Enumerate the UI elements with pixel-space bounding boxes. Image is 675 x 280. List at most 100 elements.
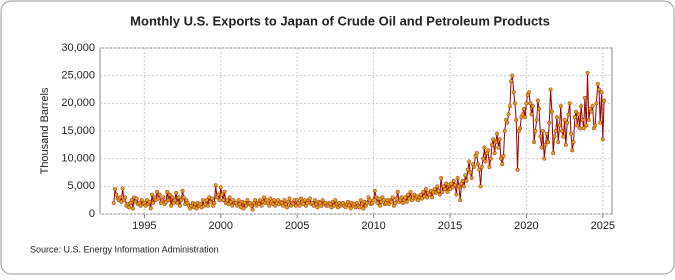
data-point [479,164,484,169]
data-point [514,117,519,122]
data-point [216,192,221,197]
data-point [156,196,161,201]
data-point [490,142,495,147]
data-point [361,206,366,211]
data-point [565,120,570,125]
data-point [599,90,604,95]
x-tick-label: 2000 [208,220,232,232]
data-point [460,178,465,183]
data-point [475,162,480,167]
data-point [440,189,445,194]
data-point [282,198,287,203]
data-point [474,151,479,156]
data-point [226,202,231,207]
data-point [346,199,351,204]
data-point [408,189,413,194]
data-point [467,159,472,164]
data-point [403,195,408,200]
y-axis-label: Thousand Barrels [39,87,51,174]
data-point [272,198,277,203]
data-point [433,190,438,195]
y-tick-label: 25,000 [61,70,95,82]
data-point [482,145,487,150]
data-point [445,189,450,194]
data-point [375,200,380,205]
data-point [181,195,186,200]
data-point [590,104,595,109]
data-point [371,198,376,203]
data-point [593,123,598,128]
data-point [549,109,554,114]
data-point [174,190,179,195]
data-point [217,198,222,203]
data-point [420,196,425,201]
data-point [372,188,377,193]
data-point [517,126,522,131]
data-point [584,123,589,128]
data-point [268,196,273,201]
data-point [571,140,576,145]
data-point [432,187,437,192]
y-tick-label: 5,000 [67,180,95,192]
data-point [501,153,506,158]
data-point [496,145,501,150]
data-point [180,188,185,193]
data-point [478,184,483,189]
data-point [540,128,545,133]
data-point [390,195,395,200]
data-point [166,198,171,203]
data-point [286,199,291,204]
data-point [547,120,552,125]
data-point [469,176,474,181]
data-point [139,198,144,203]
data-point [481,156,486,161]
data-point [287,196,292,201]
data-point [595,81,600,86]
data-point [510,73,515,78]
source-note: Source: U.S. Energy Information Administ… [30,244,219,254]
data-point [313,198,318,203]
data-point [524,101,529,106]
data-point [569,131,574,136]
data-point [293,203,298,208]
x-tick-label: 2015 [438,220,462,232]
data-point [548,87,553,92]
data-point [134,196,139,201]
data-point [589,109,594,114]
data-point [507,104,512,109]
data-point [562,117,567,122]
data-point [399,195,404,200]
x-tick-label: 2025 [591,220,615,232]
data-point [253,198,258,203]
data-point [206,203,211,208]
data-point [149,192,154,197]
data-point [577,126,582,131]
data-point [462,184,467,189]
data-point [472,164,477,169]
data-point [579,104,584,109]
data-point [298,196,303,201]
data-point [302,198,307,203]
data-point [435,184,440,189]
data-point [250,207,255,212]
data-point [556,140,561,145]
data-point [267,203,272,208]
y-tick-label: 0 [89,208,95,220]
data-point [572,115,577,120]
data-point [560,128,565,133]
data-point [161,195,166,200]
data-point [151,200,156,205]
data-point [365,200,370,205]
data-point [245,198,250,203]
data-point [179,198,184,203]
data-point [487,164,492,169]
data-point [219,192,224,197]
data-point [208,199,213,204]
data-point [512,101,517,106]
data-point [563,142,568,147]
data-point [523,115,528,120]
data-point [343,205,348,210]
data-point [172,198,177,203]
data-point [527,90,532,95]
